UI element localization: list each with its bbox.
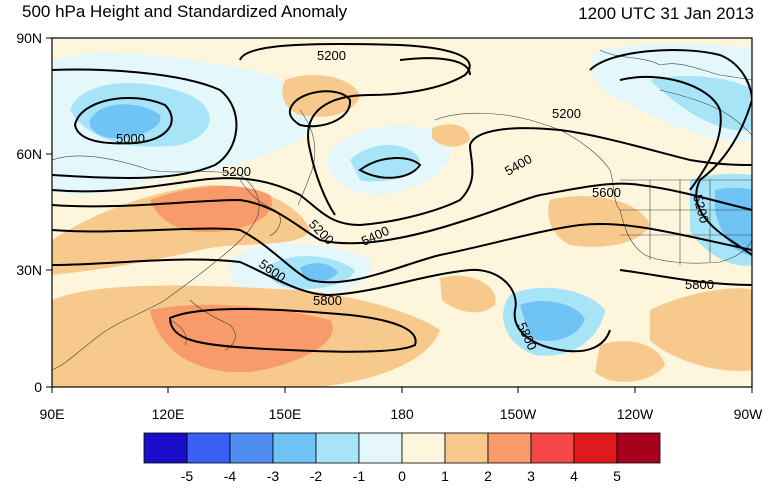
colorbar-label: 5 xyxy=(613,468,621,484)
colorbar-swatch xyxy=(315,432,360,464)
contour-label: 5600 xyxy=(592,185,621,200)
colorbar-swatch xyxy=(530,432,575,464)
contour-label: 5800 xyxy=(685,277,714,292)
contour-label: 5200 xyxy=(317,48,346,63)
colorbar-label: -3 xyxy=(267,468,280,484)
colorbar-swatch xyxy=(616,432,661,464)
colorbar-swatch xyxy=(229,432,274,464)
colorbar-label: -1 xyxy=(353,468,366,484)
height-contours xyxy=(52,42,752,353)
colorbar-label: -2 xyxy=(310,468,323,484)
lat-label-0: 0 xyxy=(34,379,42,395)
lon-label-150e: 150E xyxy=(269,406,302,422)
colorbar-label: 0 xyxy=(398,468,406,484)
contour-label: 5200 xyxy=(222,164,251,179)
contour-label: 5200 xyxy=(690,193,712,225)
colorbar-swatch xyxy=(401,432,446,464)
colorbar-swatch xyxy=(444,432,489,464)
lon-label-180: 180 xyxy=(390,406,414,422)
contour-label: 5200 xyxy=(552,106,581,121)
lon-label-120e: 120E xyxy=(152,406,185,422)
lon-label-90e: 90E xyxy=(40,406,65,422)
lat-label-30n: 30N xyxy=(16,262,42,278)
lat-label-90n: 90N xyxy=(16,30,42,46)
lon-label-150w: 150W xyxy=(500,406,537,422)
colorbar-label: 2 xyxy=(484,468,492,484)
colorbar-swatch xyxy=(487,432,532,464)
coastlines xyxy=(52,49,752,371)
colorbar-label: 1 xyxy=(441,468,449,484)
colorbar-swatch xyxy=(186,432,231,464)
lon-label-90w: 90W xyxy=(734,406,764,422)
colorbar-swatch xyxy=(358,432,403,464)
chart-title: 500 hPa Height and Standardized Anomaly xyxy=(22,2,348,21)
axis-ticks xyxy=(46,37,753,393)
contour-label: 5800 xyxy=(313,293,342,308)
colorbar-label: -4 xyxy=(224,468,237,484)
valid-time: 1200 UTC 31 Jan 2013 xyxy=(578,4,754,23)
colorbar: -5 -4 -3 -2 -1 0 1 2 3 4 5 xyxy=(143,432,661,484)
colorbar-swatch xyxy=(272,432,317,464)
anomaly-shading xyxy=(52,38,752,387)
contour-label: 5000 xyxy=(116,131,145,146)
lon-label-120w: 120W xyxy=(617,406,654,422)
lat-label-60n: 60N xyxy=(16,146,42,162)
colorbar-swatch xyxy=(143,432,188,464)
colorbar-label: -5 xyxy=(181,468,194,484)
colorbar-label: 4 xyxy=(570,468,578,484)
colorbar-swatch xyxy=(573,432,618,464)
colorbar-label: 3 xyxy=(527,468,535,484)
